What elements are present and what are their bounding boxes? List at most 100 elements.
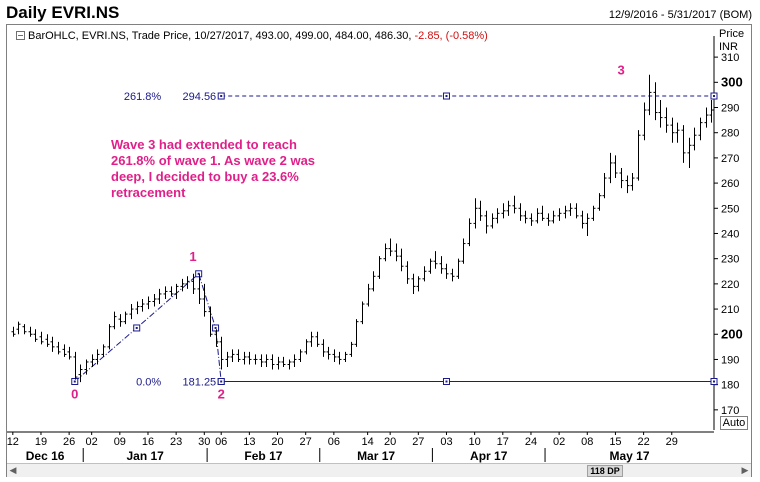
wave-handle-dot [214,326,217,329]
ohlc-bar [444,263,449,279]
ohlc-bar [157,288,162,305]
x-tick-label: 27 [412,436,424,448]
ohlc-bar [422,266,427,282]
month-label: May 17 [610,449,650,463]
ohlc-bar [456,258,461,279]
wave-label-0: 0 [71,386,78,401]
fib-level-percent: 0.0% [136,377,161,389]
fib-level-percent: 261.8% [124,91,162,103]
ohlc-bar [230,349,235,362]
ohlc-bar [84,359,89,375]
ohlc-bar [163,286,168,299]
x-tick-label: 27 [300,436,312,448]
x-tick-label: 26 [63,436,75,448]
ohlc-bar [354,319,359,347]
ohlc-bar [219,336,224,370]
ohlc-bar [129,304,134,320]
scroll-right-icon[interactable]: ▶ [741,465,749,475]
x-tick-label: 20 [384,436,396,448]
series-legend: BarOHLC, EVRI.NS, Trade Price, 10/27/201… [16,30,488,42]
scroll-left-icon[interactable]: ◀ [9,465,17,475]
y-tick-label: 190 [721,354,739,366]
fibonacci-layer[interactable]: 261.8% 294.56 0.0% 181.25 [124,91,718,389]
ohlc-bar [653,82,658,121]
wave-path-layer[interactable] [71,270,225,385]
ohlc-bar [540,205,545,221]
x-tick-label: 20 [271,436,283,448]
price-axis-label-line1: Price [719,28,745,40]
y-tick-label: 200 [721,326,743,341]
annotation-note[interactable]: Wave 3 had extended to reach 261.8% of w… [111,137,316,200]
date-range: 12/9/2016 - 5/31/2017 (BOM) [608,9,752,21]
ohlc-bar [191,273,196,294]
ohlc-bar [506,200,511,216]
month-label: Jan 17 [126,449,164,463]
ohlc-bar [315,331,320,347]
x-tick-label: 23 [170,436,182,448]
ohlc-bar [433,251,438,269]
ohlc-bars-layer [11,74,714,383]
wave-handle-dot [135,326,138,329]
ohlc-bar [399,248,404,272]
ohlc-bar [78,364,83,383]
ohlc-bar [298,349,303,362]
ohlc-bar [73,351,78,380]
fib-level-value: 294.56 [183,91,217,103]
ohlc-bar [50,336,55,352]
ohlc-bar [185,276,190,289]
ohlc-bar [484,210,489,234]
x-tick-label: 06 [215,436,227,448]
ohlc-bar [276,356,281,370]
wave-labels-layer: 0 1 2 3 [71,63,625,402]
ohlc-bar [692,127,697,151]
y-tick-label: 180 [721,380,739,392]
ohlc-bar [332,349,337,362]
ohlc-bar [473,198,478,229]
auto-scale-button[interactable]: Auto [720,416,748,430]
x-tick-label: 02 [553,436,565,448]
ohlc-bar [242,351,247,365]
horizontal-scrollbar[interactable]: ◀ 118 DP ▶ [7,463,751,477]
ohlc-bar [225,351,230,368]
ohlc-bar [613,155,618,179]
ohlc-bar [467,218,472,247]
scroll-thumb[interactable]: 118 DP [587,465,623,477]
ohlc-bar [450,268,455,282]
ohlc-bar [681,125,686,163]
y-tick-label: 230 [721,254,739,266]
ohlc-bar [670,117,675,143]
ohlc-bar [501,203,506,219]
y-tick-label: 170 [721,405,739,417]
ohlc-bar [388,238,393,257]
ohlc-bar [658,99,663,128]
ohlc-bar [304,339,309,355]
y-tick-label: 240 [721,228,739,240]
wave-handle-dot [220,380,223,383]
y-tick-label: 300 [721,74,743,89]
ohlc-bar [439,256,444,274]
ohlc-bar [140,298,145,312]
x-tick-label: 17 [497,436,509,448]
fib-handle-dot [220,95,223,98]
x-tick-label: 13 [243,436,255,448]
ohlc-bar [698,117,703,141]
ohlc-bar [523,210,528,224]
wave-handle-dot [73,380,76,383]
ohlc-bar [309,331,314,347]
x-tick-label: 30 [198,436,210,448]
ohlc-bar [675,122,680,143]
ohlc-bar [428,258,433,274]
ohlc-bar [135,301,140,315]
ohlc-bar [490,213,495,229]
ohlc-bar [56,341,61,355]
x-tick-label: 06 [328,436,340,448]
ohlc-bar [321,339,326,357]
ohlc-bar [416,276,421,292]
x-tick-label: 12 [7,436,19,448]
y-tick-label: 290 [721,103,739,115]
ohlc-bar [326,346,331,360]
ohlc-bar [619,167,624,189]
wave-label-1: 1 [189,249,196,264]
